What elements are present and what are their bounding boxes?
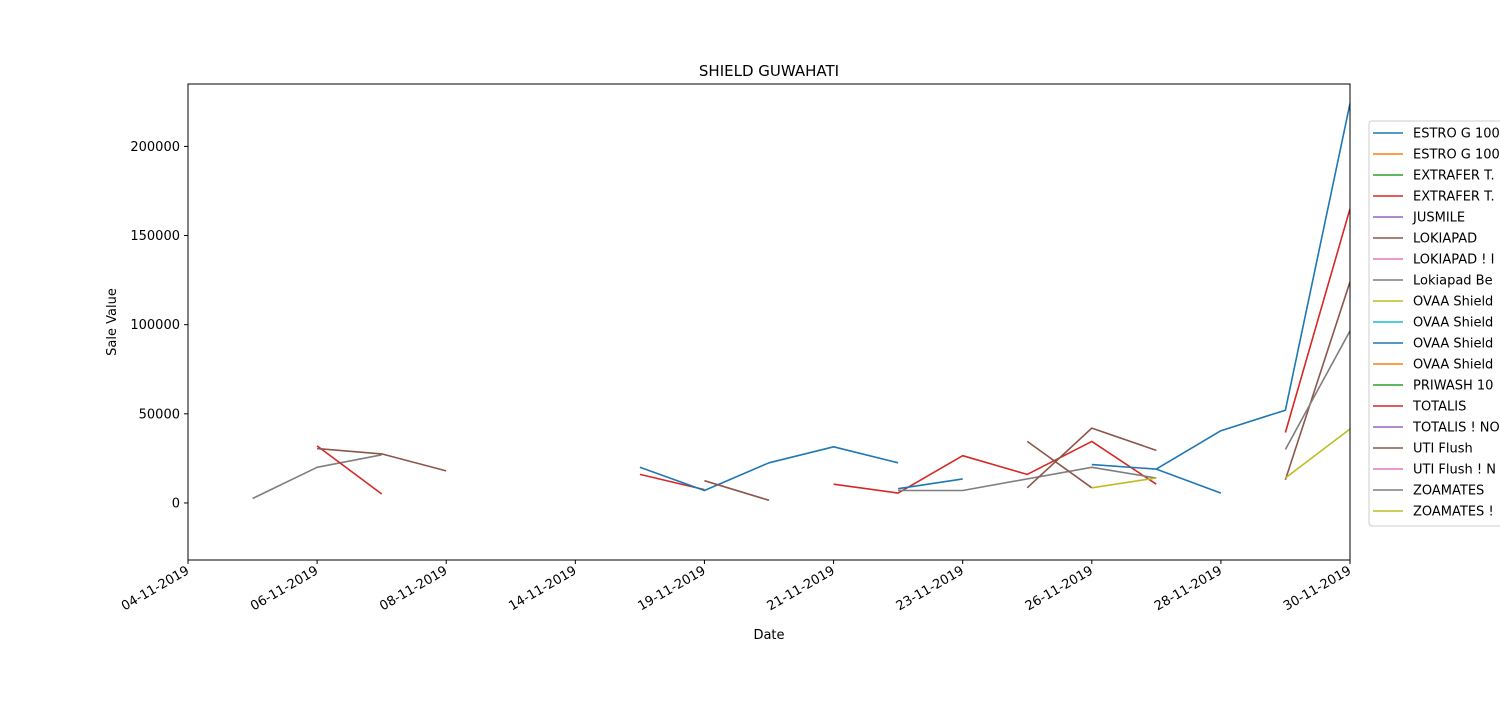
legend-label: EXTRAFER T. (1413, 190, 1495, 205)
series-line-9 (898, 466, 1157, 492)
legend-label: OVAA Shield (1413, 337, 1493, 352)
legend-label: OVAA Shield (1413, 295, 1493, 310)
legend-label: PRIWASH 10 (1413, 379, 1493, 394)
legend-label: OVAA Shield (1413, 358, 1493, 373)
x-tick-label: 26-11-2019 (1023, 563, 1096, 614)
x-tick-label: 21-11-2019 (765, 563, 838, 614)
series-line-18 (1284, 428, 1350, 479)
legend-label: EXTRAFER T. (1413, 169, 1495, 184)
x-tick-label: 06-11-2019 (248, 563, 321, 614)
plot-area (187, 83, 1351, 561)
x-tick-label: 08-11-2019 (377, 563, 450, 614)
legend-label: ZOAMATES (1413, 484, 1484, 499)
series-line-7 (833, 440, 1157, 494)
y-axis: 0 50000 100000 150000 200000 (130, 140, 188, 511)
legend-label: OVAA Shield (1413, 316, 1493, 331)
series-line-2 (316, 445, 383, 495)
y-tick-label: 100000 (130, 318, 180, 333)
legend-label: ESTRO G 100 (1413, 127, 1500, 142)
x-axis: 04-11-2019 06-11-2019 08-11-2019 14-11-2019… (119, 560, 1354, 614)
series-line-11 (1026, 427, 1157, 489)
plot-frame (188, 84, 1350, 560)
legend-label: TOTALIS ! NO (1412, 421, 1500, 436)
legend-label: Lokiapad Be (1413, 274, 1493, 289)
y-tick-label: 150000 (130, 229, 180, 244)
y-axis-label: Sale Value (105, 288, 120, 356)
series-group (252, 103, 1350, 502)
series-line-13 (1091, 477, 1157, 489)
series-line-10 (1026, 440, 1093, 489)
series-line-17 (1284, 330, 1350, 450)
x-tick-label: 28-11-2019 (1152, 563, 1225, 614)
series-line-6 (704, 479, 770, 502)
x-tick-label: 30-11-2019 (1281, 563, 1354, 614)
x-tick-label: 04-11-2019 (119, 563, 192, 614)
plot-border (187, 83, 1351, 561)
series-line-1 (252, 454, 382, 500)
y-tick-label: 200000 (130, 140, 180, 155)
legend-label: UTI Flush ! N (1413, 463, 1496, 478)
x-axis-label: Date (753, 628, 784, 643)
legend-label: ZOAMATES ! (1413, 505, 1494, 520)
legend-label: LOKIAPAD ! I (1413, 253, 1495, 268)
legend-label: JUSMILE (1412, 211, 1465, 226)
chart-title: SHIELD GUWAHATI (699, 62, 839, 80)
legend: ESTRO G 100 ESTRO G 100 EXTRAFER T. EXTRAFE… (1368, 120, 1500, 527)
series-line-15 (1284, 208, 1350, 433)
series-line-14 (1155, 103, 1350, 470)
legend-label: TOTALIS (1412, 400, 1466, 415)
y-tick-label: 50000 (139, 407, 180, 422)
series-line-8 (897, 478, 963, 490)
y-tick-label: 0 (172, 496, 180, 511)
x-tick-label: 23-11-2019 (894, 563, 967, 614)
series-line-3 (317, 447, 447, 472)
legend-label: UTI Flush (1413, 442, 1473, 457)
x-tick-label: 14-11-2019 (506, 563, 579, 614)
series-line-16 (1284, 281, 1350, 481)
legend-label: ESTRO G 100 (1413, 148, 1500, 163)
legend-label: LOKIAPAD (1413, 232, 1477, 247)
series-line-5 (639, 445, 899, 492)
legend-box (1368, 120, 1500, 527)
x-tick-label: 19-11-2019 (636, 563, 709, 614)
